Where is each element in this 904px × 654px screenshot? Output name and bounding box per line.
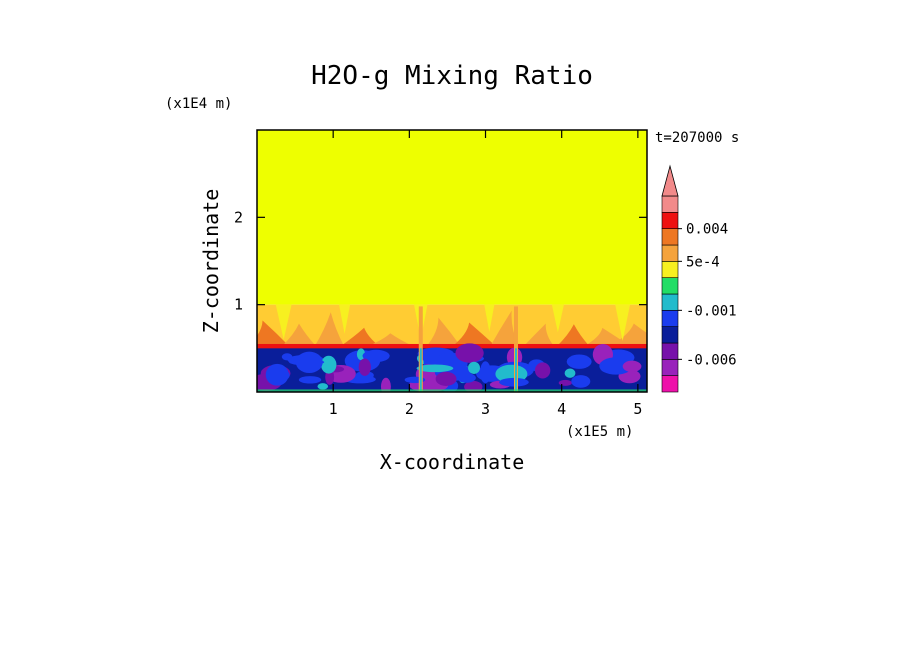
plume [523, 323, 555, 347]
plume [281, 323, 317, 347]
colorbar-label: 0.004 [686, 222, 728, 238]
plume [314, 312, 345, 347]
plume [426, 317, 461, 347]
eddy [362, 349, 390, 363]
colorbar-level [661, 195, 679, 213]
time-label: t=207000 s [655, 130, 739, 146]
plume [556, 324, 590, 347]
eddy [265, 363, 289, 386]
upper-region [257, 130, 647, 305]
surface-fringe [257, 389, 647, 392]
colorbar-extend-arrow [661, 164, 679, 197]
y-tick-label: 2 [234, 208, 243, 226]
eddy [464, 380, 483, 392]
eddy [571, 375, 591, 388]
colorbar-level [661, 310, 679, 327]
field-plot [257, 130, 647, 392]
x-axis: 1 2 3 4 5 [329, 130, 642, 418]
colorbar-level [661, 277, 679, 295]
colorbar: -0.006 -0.001 5e-4 0.004 [661, 164, 737, 393]
plume [451, 322, 497, 347]
x-tick-label: 1 [329, 400, 338, 418]
updraft-core [419, 348, 422, 392]
eddy [456, 373, 476, 383]
y-tick-label: 1 [234, 296, 243, 314]
y-axis-label: Z-coordinate [199, 189, 223, 334]
colorbar-label: -0.006 [686, 352, 737, 368]
eddy [622, 360, 642, 373]
plume [490, 310, 520, 347]
eddy [566, 354, 592, 369]
colorbar-level [661, 244, 679, 262]
colorbar-level [661, 261, 679, 278]
x-scale-label: (x1E5 m) [566, 424, 633, 440]
intrusion [339, 304, 351, 334]
colorbar-level [661, 342, 679, 360]
colorbar-level [661, 326, 679, 344]
eddy [317, 383, 329, 390]
eddy [499, 377, 529, 387]
eddy [298, 376, 322, 384]
eddy [295, 351, 323, 374]
eddy [564, 368, 576, 378]
eddy [358, 358, 371, 376]
eddy [480, 361, 491, 384]
colorbar-level [661, 359, 679, 376]
plume [609, 323, 647, 347]
plume [257, 320, 290, 347]
plot-frame [256, 129, 648, 393]
colorbar-level [661, 228, 679, 246]
eddy [320, 355, 337, 374]
x-tick-label: 3 [481, 400, 490, 418]
intrusion [551, 304, 564, 333]
plume [366, 333, 415, 347]
x-tick-label: 5 [633, 400, 642, 418]
eddy [380, 377, 391, 392]
intrusion [484, 304, 495, 332]
x-axis-label: X-coordinate [380, 450, 525, 474]
colorbar-label: -0.001 [686, 303, 737, 319]
boundary-peak-strip [257, 343, 647, 351]
x-tick-label: 2 [405, 400, 414, 418]
colorbar-level [661, 375, 679, 393]
eddy [416, 364, 454, 373]
chart-title: H2O-g Mixing Ratio [311, 61, 593, 91]
colorbar-label: 5e-4 [686, 254, 720, 270]
y-axis: 12 [234, 208, 647, 314]
eddy [468, 361, 480, 374]
intrusion [275, 304, 292, 340]
x-tick-label: 4 [557, 400, 566, 418]
colorbar-level [661, 212, 679, 229]
eddy [435, 371, 457, 386]
intrusion [615, 304, 631, 341]
y-scale-label: (x1E4 m) [165, 96, 232, 112]
eddy [558, 379, 572, 386]
updraft-core [514, 348, 517, 392]
plume [339, 327, 380, 347]
eddy [534, 362, 551, 379]
eddy [281, 353, 293, 361]
eddy [599, 357, 633, 375]
eddy [455, 343, 484, 363]
colorbar-level [661, 293, 679, 311]
